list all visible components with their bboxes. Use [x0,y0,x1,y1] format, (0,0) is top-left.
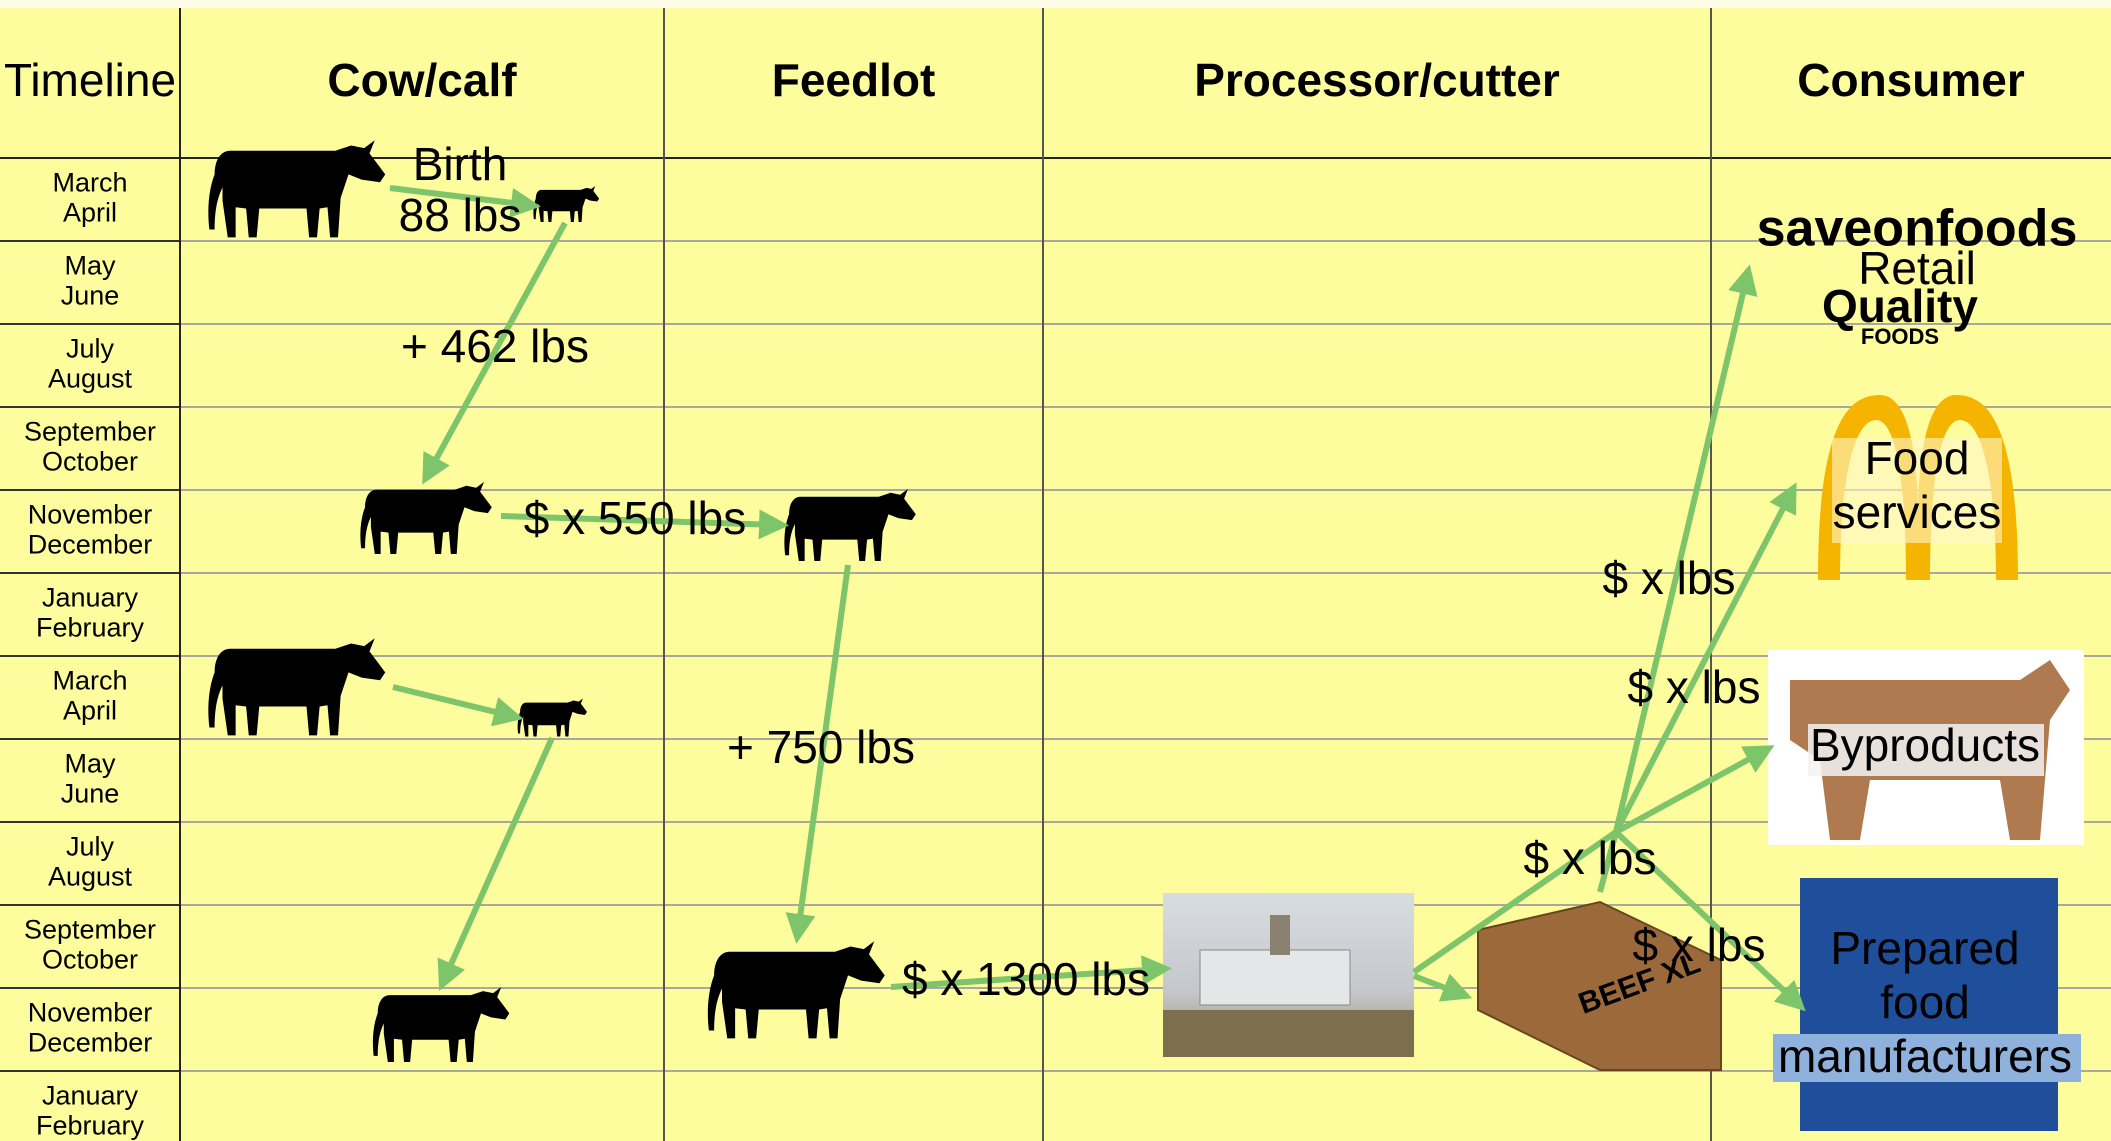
timeline-month: April [63,696,117,726]
consumer-label: food [1880,976,1970,1028]
flow-label: $ x lbs [1524,832,1657,884]
flow-label: $ x 550 lbs [524,492,746,544]
timeline-month: January [42,583,139,613]
flow-label: Birth [413,138,508,190]
timeline-month: September [24,915,156,945]
timeline-month: June [61,281,120,311]
timeline-month: November [28,998,153,1028]
flow-label: $ x lbs [1633,919,1766,971]
timeline-month: May [64,749,116,779]
timeline-month: May [64,251,116,281]
timeline-month: August [48,862,133,892]
timeline-month: March [52,666,127,696]
flow-label: $ x 1300 lbs [902,953,1150,1005]
timeline-month: October [42,447,138,477]
diagram: Timeline Cow/calf Feedlot Processor/cutter C… [0,0,2111,1141]
timeline-month: June [61,779,120,809]
flow-label: $ x lbs [1628,661,1761,713]
timeline-month: December [28,530,153,560]
timeline-month: September [24,417,156,447]
consumer-label: Retail [1858,242,1976,294]
consumer-label: Food [1865,432,1970,484]
plant-building [1200,950,1350,1005]
column-header: Cow/calf [327,54,517,106]
timeline-month: July [66,832,115,862]
flow-label: + 750 lbs [727,721,915,773]
column-header: Timeline [4,54,176,106]
timeline-month: July [66,334,115,364]
timeline-month: March [52,168,127,198]
top-strip [0,0,2111,8]
timeline-month: December [28,1028,153,1058]
timeline-month: February [36,613,145,643]
consumer-label: services [1833,486,2002,538]
timeline-month: October [42,945,138,975]
timeline-month: January [42,1081,139,1111]
column-header: Feedlot [772,54,936,106]
plant-ground [1163,1010,1414,1057]
timeline-month: April [63,198,117,228]
column-header: Processor/cutter [1194,54,1560,106]
flow-label: $ x lbs [1603,552,1736,604]
column-header: Consumer [1797,54,2025,106]
consumer-label: manufacturers [1778,1030,2072,1082]
plant-tower [1270,915,1290,955]
flow-label: + 462 lbs [401,320,589,372]
timeline-month: November [28,500,153,530]
timeline-month: February [36,1111,145,1141]
flow-label: 88 lbs [399,189,522,241]
consumer-label: Byproducts [1810,719,2040,771]
consumer-label: Prepared [1830,922,2019,974]
timeline-month: August [48,364,133,394]
quality-foods-logo: FOODS [1861,324,1939,349]
